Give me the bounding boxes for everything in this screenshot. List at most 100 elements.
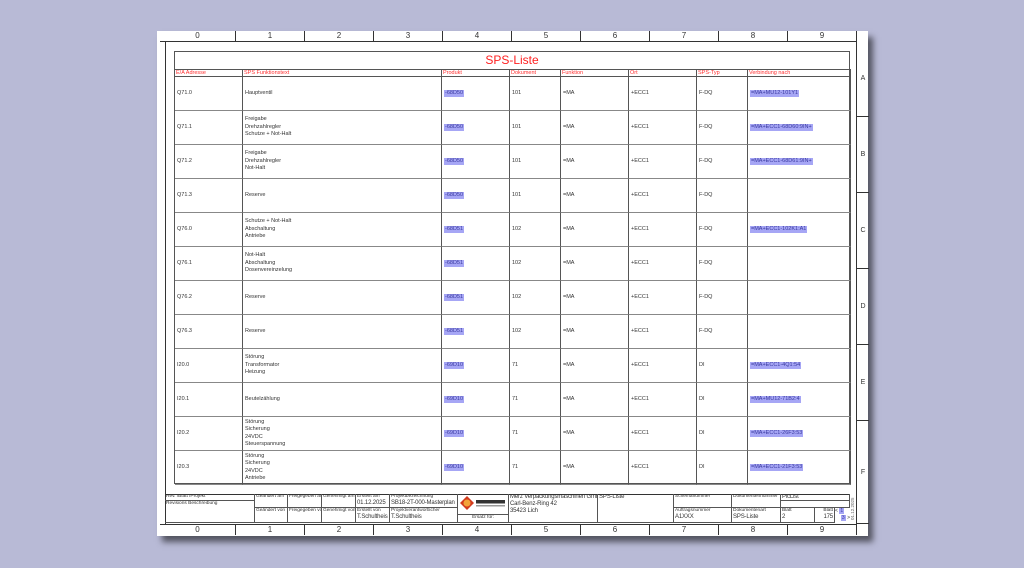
cross-reference-link[interactable]: -68D51 — [444, 225, 465, 234]
cell-plc-type: DI — [697, 383, 748, 417]
cross-reference-link[interactable]: -68D51 — [444, 259, 465, 268]
cell-product[interactable]: -68D51 — [442, 213, 510, 247]
cell-connection[interactable]: =MA+MU12-101Y1 — [748, 77, 851, 111]
cross-reference-link[interactable]: =MA+MU12-71B2:4 — [750, 395, 801, 404]
ruler-column-9: 9 — [788, 31, 857, 41]
cell-text: =MA — [563, 327, 575, 334]
column-header-function: Funktion — [561, 69, 629, 77]
cell-product[interactable]: -69D10 — [442, 383, 510, 417]
cell-connection[interactable]: =MA+ECC1-21F3:53 — [748, 451, 851, 485]
column-header-plc-type: SPS-Typ — [697, 69, 748, 77]
cross-reference-link[interactable]: =MA+ECC1-102K1:A1 — [750, 225, 808, 234]
cell-function: =MA — [561, 315, 629, 349]
blank-field — [781, 501, 850, 508]
cross-reference-link[interactable]: -69D10 — [444, 463, 465, 472]
cell-text: 101 — [512, 191, 522, 198]
cross-reference-link[interactable]: -68D50 — [444, 191, 465, 200]
cross-reference-link[interactable]: =MA+ECC1-68D61:9IN+ — [750, 157, 813, 166]
cell-product[interactable]: -69D10 — [442, 451, 510, 485]
cell-function: =MA — [561, 451, 629, 485]
text: PlcList — [782, 494, 799, 500]
cell-plc-type: F-DQ — [697, 111, 748, 145]
cell-product[interactable]: -68D51 — [442, 281, 510, 315]
cell-address: Q71.2 — [175, 145, 243, 179]
next-sheet-number[interactable]: 3 — [840, 515, 846, 521]
cell-product[interactable]: -69D10 — [442, 417, 510, 451]
next-sheet-button[interactable]: > — [847, 515, 850, 521]
cell-product[interactable]: -68D50 — [442, 111, 510, 145]
cell-text: +ECC1 — [631, 89, 649, 96]
cell-function: =MA — [561, 247, 629, 281]
cell-location: +ECC1 — [629, 145, 697, 179]
side-date: 01.12.2025 — [850, 497, 855, 520]
cell-text: Reserve — [245, 191, 266, 198]
company-address: Merz Verpackungsmaschinen GmbH Carl-Benz-… — [509, 494, 598, 523]
cell-address: Q76.0 — [175, 213, 243, 247]
cell-text: 71 — [512, 429, 519, 436]
cross-reference-link[interactable]: -68D50 — [444, 123, 465, 132]
cell-connection[interactable]: =MA+ECC1-68D61:9IN+ — [748, 145, 851, 179]
cell-product[interactable]: -69D10 — [442, 349, 510, 383]
cross-reference-link[interactable]: -69D10 — [444, 395, 465, 404]
cell-connection[interactable]: =MA+ECC1-68D60:9IN+ — [748, 111, 851, 145]
cell-text: +ECC1 — [631, 327, 649, 334]
cell-address: I20.1 — [175, 383, 243, 417]
cell-text: +ECC1 — [631, 225, 649, 232]
cell-text: Reserve — [245, 327, 266, 334]
cell-plc-type: F-DQ — [697, 145, 748, 179]
cross-reference-link[interactable]: -69D10 — [444, 361, 465, 370]
ruler-column-0: 0 — [160, 31, 236, 41]
cross-reference-link[interactable]: -68D50 — [444, 157, 465, 166]
cell-address: Q76.2 — [175, 281, 243, 315]
cross-reference-link[interactable]: -69D10 — [444, 429, 465, 438]
cell-text: =MA — [563, 361, 575, 368]
sps-list-table: SPS-Liste E/A Adresse SPS Funktionstext Pr… — [174, 51, 851, 485]
cross-reference-link[interactable]: =MA+ECC1-26F3:53 — [750, 429, 804, 438]
cell-location: +ECC1 — [629, 213, 697, 247]
cell-connection[interactable]: =MA+ECC1-4Q1:54 — [748, 349, 851, 383]
text: SPS-Liste — [599, 494, 625, 500]
cross-reference-link[interactable]: -68D51 — [444, 293, 465, 302]
cell-product[interactable]: -68D50 — [442, 179, 510, 213]
cell-text: +ECC1 — [631, 191, 649, 198]
cross-reference-link[interactable]: -68D50 — [444, 89, 465, 98]
cell-text: F-DQ — [699, 191, 713, 198]
drawing-frame — [165, 41, 857, 524]
created-by: Erstellt von T.Schultheis — [356, 508, 390, 523]
text: Schemanummer — [675, 494, 711, 499]
cell-text: +ECC1 — [631, 123, 649, 130]
cross-reference-link[interactable]: =MA+ECC1-21F3:53 — [750, 463, 804, 472]
prev-sheet-button[interactable]: < — [835, 508, 838, 514]
cell-product[interactable]: -68D50 — [442, 77, 510, 111]
text: Erstellt von — [357, 508, 381, 513]
text: Genehmigt am — [323, 494, 355, 499]
cell-text: DI — [699, 429, 705, 436]
cell-product[interactable]: -68D51 — [442, 247, 510, 281]
ruler-row-C: C — [857, 193, 869, 269]
prev-sheet-number[interactable]: 1 — [839, 508, 845, 514]
cell-connection[interactable]: =MA+ECC1-102K1:A1 — [748, 213, 851, 247]
cross-reference-link[interactable]: -68D51 — [444, 327, 465, 336]
cell-function: =MA — [561, 417, 629, 451]
text: Freigegeben von — [289, 508, 322, 513]
cell-product[interactable]: -68D51 — [442, 315, 510, 349]
cell-function: =MA — [561, 77, 629, 111]
cell-function-text: Reserve — [243, 315, 442, 349]
cross-reference-link[interactable]: =MA+ECC1-4Q1:54 — [750, 361, 802, 370]
cell-connection[interactable]: =MA+ECC1-26F3:53 — [748, 417, 851, 451]
cell-text: 71 — [512, 361, 519, 368]
cell-location: +ECC1 — [629, 77, 697, 111]
cell-document: 71 — [510, 383, 561, 417]
cross-reference-link[interactable]: =MA+ECC1-68D60:9IN+ — [750, 123, 813, 132]
ruler-row-D: D — [857, 269, 869, 345]
cell-product[interactable]: -68D50 — [442, 145, 510, 179]
cross-reference-link[interactable]: =MA+MU12-101Y1 — [750, 89, 800, 98]
cell-location: +ECC1 — [629, 281, 697, 315]
sheet-value: 2 — [782, 514, 786, 520]
cell-connection[interactable]: =MA+MU12-71B2:4 — [748, 383, 851, 417]
created-date: 01.12.2025 — [357, 500, 386, 506]
cell-text: Freigabe Drehzahlregler Schutze + Not-Ha… — [245, 116, 292, 138]
cell-text: F-DQ — [699, 157, 713, 164]
